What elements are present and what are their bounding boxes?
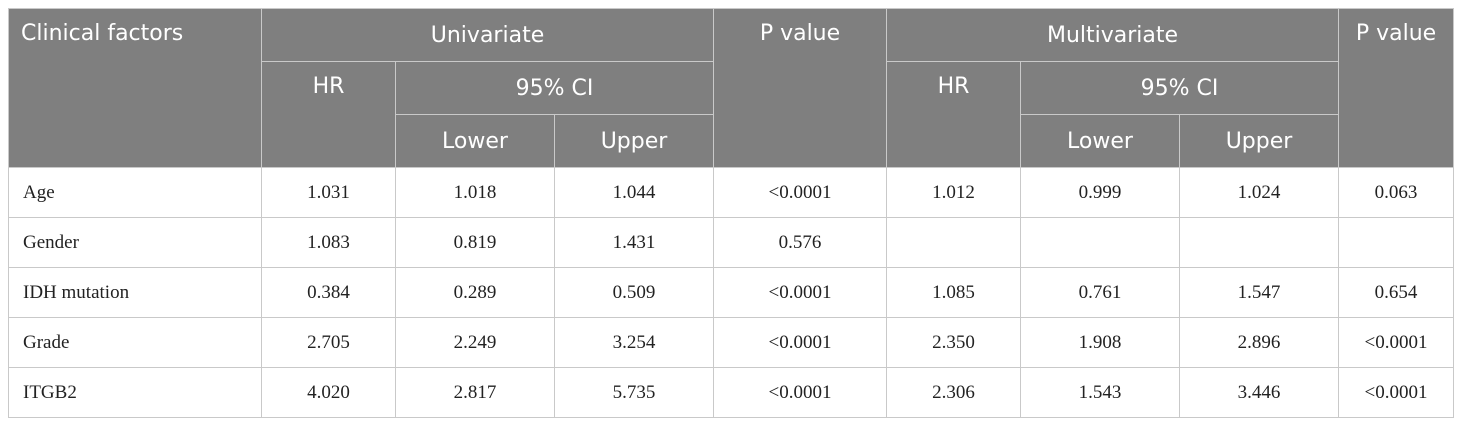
- cell-univariate-lower: 0.289: [395, 267, 555, 318]
- cell-multivariate-p: 0.063: [1338, 167, 1455, 218]
- cell-multivariate-p: [1338, 217, 1455, 268]
- cell-multivariate-upper: 1.024: [1178, 167, 1340, 218]
- cell-univariate-p: <0.0001: [713, 267, 887, 318]
- cell-factor: IDH mutation: [8, 267, 262, 318]
- table-row: IDH mutation 0.384 0.289 0.509 <0.0001 1…: [8, 267, 1455, 318]
- cell-univariate-upper: 1.044: [554, 167, 714, 218]
- cell-multivariate-lower: 0.761: [1020, 267, 1180, 318]
- table-body: Age 1.031 1.018 1.044 <0.0001 1.012 0.99…: [8, 167, 1455, 418]
- cell-multivariate-p: <0.0001: [1338, 367, 1455, 418]
- table-row: Age 1.031 1.018 1.044 <0.0001 1.012 0.99…: [8, 167, 1455, 218]
- cell-multivariate-lower: 0.999: [1020, 167, 1180, 218]
- cell-univariate-upper: 3.254: [554, 317, 714, 368]
- cell-univariate-p: <0.0001: [713, 317, 887, 368]
- cell-univariate-p: <0.0001: [713, 367, 887, 418]
- cell-multivariate-lower: 1.543: [1020, 367, 1180, 418]
- header-univariate-hr: HR: [261, 61, 396, 168]
- cell-multivariate-hr: [886, 217, 1021, 268]
- header-multivariate-lower: Lower: [1020, 114, 1180, 168]
- header-univariate-ci: 95% CI: [395, 61, 714, 115]
- header-univariate-upper: Upper: [554, 114, 714, 168]
- cell-univariate-upper: 5.735: [554, 367, 714, 418]
- cell-univariate-lower: 2.249: [395, 317, 555, 368]
- header-multivariate-p-value: P value: [1338, 8, 1455, 168]
- table-row: Grade 2.705 2.249 3.254 <0.0001 2.350 1.…: [8, 317, 1455, 368]
- header-clinical-factors: Clinical factors: [8, 8, 262, 168]
- cell-multivariate-lower: [1020, 217, 1180, 268]
- cell-univariate-hr: 1.083: [261, 217, 396, 268]
- cell-multivariate-p: <0.0001: [1338, 317, 1455, 368]
- cell-multivariate-hr: 1.085: [886, 267, 1021, 318]
- cell-univariate-lower: 2.817: [395, 367, 555, 418]
- cell-multivariate-upper: 2.896: [1178, 317, 1340, 368]
- header-multivariate-ci: 95% CI: [1019, 61, 1340, 115]
- cell-multivariate-hr: 2.306: [886, 367, 1021, 418]
- header-multivariate-upper: Upper: [1178, 114, 1340, 168]
- cell-univariate-upper: 0.509: [554, 267, 714, 318]
- cell-multivariate-upper: 1.547: [1178, 267, 1340, 318]
- header-multivariate-hr: HR: [886, 61, 1021, 168]
- cox-regression-table: Clinical factors Univariate P value Mult…: [8, 8, 1455, 418]
- cell-multivariate-upper: [1178, 217, 1340, 268]
- table-row: Gender 1.083 0.819 1.431 0.576: [8, 217, 1455, 268]
- cell-factor: Gender: [8, 217, 262, 268]
- cell-univariate-hr: 0.384: [261, 267, 396, 318]
- cell-factor: ITGB2: [8, 367, 262, 418]
- header-multivariate: Multivariate: [885, 8, 1340, 62]
- cell-multivariate-lower: 1.908: [1020, 317, 1180, 368]
- cell-multivariate-upper: 3.446: [1178, 367, 1340, 418]
- cell-factor: Age: [8, 167, 262, 218]
- header-univariate: Univariate: [261, 8, 714, 62]
- cell-univariate-lower: 1.018: [395, 167, 555, 218]
- cell-univariate-upper: 1.431: [554, 217, 714, 268]
- cell-univariate-lower: 0.819: [395, 217, 555, 268]
- cell-univariate-p: 0.576: [713, 217, 887, 268]
- table-header: Clinical factors Univariate P value Mult…: [8, 8, 1455, 168]
- header-univariate-lower: Lower: [395, 114, 555, 168]
- cell-factor: Grade: [8, 317, 262, 368]
- cell-multivariate-hr: 2.350: [886, 317, 1021, 368]
- cell-univariate-hr: 4.020: [261, 367, 396, 418]
- cell-univariate-hr: 2.705: [261, 317, 396, 368]
- cell-multivariate-p: 0.654: [1338, 267, 1455, 318]
- table-row: ITGB2 4.020 2.817 5.735 <0.0001 2.306 1.…: [8, 367, 1455, 418]
- cell-univariate-p: <0.0001: [713, 167, 887, 218]
- cell-multivariate-hr: 1.012: [886, 167, 1021, 218]
- header-univariate-p-value: P value: [713, 8, 887, 168]
- cell-univariate-hr: 1.031: [261, 167, 396, 218]
